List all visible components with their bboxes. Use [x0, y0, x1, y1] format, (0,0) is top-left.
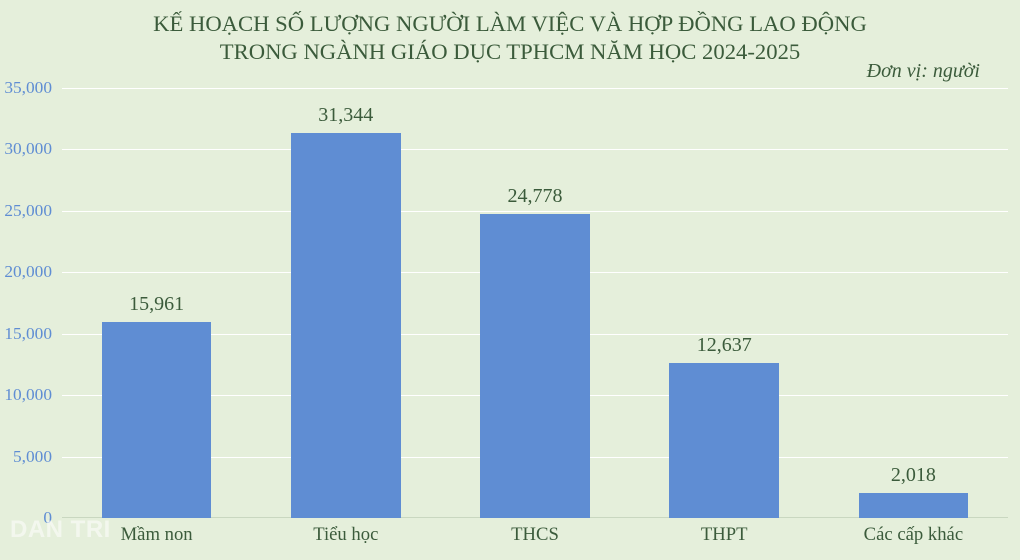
bar: [291, 133, 401, 518]
bar-value-label: 31,344: [318, 104, 373, 127]
bar: [480, 214, 590, 518]
bar-value-label: 12,637: [697, 334, 752, 357]
x-tick-label: THCS: [511, 524, 559, 546]
y-gridline: [62, 88, 1008, 89]
x-tick-label: Các cấp khác: [864, 524, 963, 546]
bar: [102, 322, 212, 518]
x-tick-label: THPT: [701, 524, 748, 546]
bar: [669, 363, 779, 518]
y-tick-label: 35,000: [4, 78, 52, 98]
x-tick-label: Mầm non: [121, 524, 193, 546]
bar-value-label: 2,018: [891, 464, 936, 487]
y-tick-label: 30,000: [4, 139, 52, 159]
y-tick-label: 20,000: [4, 262, 52, 282]
y-tick-label: 10,000: [4, 385, 52, 405]
y-gridline: [62, 149, 1008, 150]
watermark-text: DAN TRI: [10, 516, 111, 544]
unit-label: Đơn vị: người: [867, 60, 980, 83]
bar: [859, 493, 969, 518]
x-tick-label: Tiểu học: [313, 524, 378, 546]
chart-title-block: KẾ HOẠCH SỐ LƯỢNG NGƯỜI LÀM VIỆC VÀ HỢP …: [0, 10, 1020, 67]
bar-value-label: 24,778: [508, 185, 563, 208]
chart-title-line1: KẾ HOẠCH SỐ LƯỢNG NGƯỜI LÀM VIỆC VÀ HỢP …: [0, 10, 1020, 38]
chart-container: KẾ HOẠCH SỐ LƯỢNG NGƯỜI LÀM VIỆC VÀ HỢP …: [0, 0, 1020, 560]
y-tick-label: 25,000: [4, 201, 52, 221]
bar-value-label: 15,961: [129, 293, 184, 316]
y-tick-label: 5,000: [13, 447, 52, 467]
plot-area: 05,00010,00015,00020,00025,00030,00035,0…: [62, 88, 1008, 518]
y-tick-label: 15,000: [4, 324, 52, 344]
y-gridline: [62, 211, 1008, 212]
